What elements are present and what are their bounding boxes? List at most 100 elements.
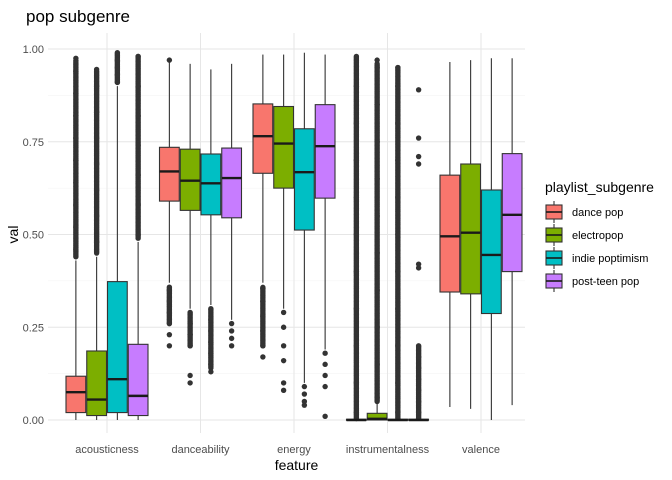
legend-label: post-teen pop xyxy=(572,276,639,288)
box-indie-poptimism-danceability xyxy=(200,69,222,375)
y-tick-label: 0.75 xyxy=(23,137,44,149)
outlier-point xyxy=(260,285,266,291)
y-axis-title: val xyxy=(5,226,21,244)
box-electropop-acousticness xyxy=(86,66,108,420)
outlier-point xyxy=(415,261,422,267)
legend-label: electropop xyxy=(572,230,623,242)
outlier-point xyxy=(93,66,100,73)
box-indie-poptimism-valence xyxy=(480,58,502,420)
outlier-point xyxy=(73,135,79,141)
box-dance-pop-acousticness xyxy=(65,55,87,420)
legend-title: playlist_subgenre xyxy=(545,179,654,195)
y-tick-label: 1.00 xyxy=(23,44,44,56)
outlier-point xyxy=(415,265,422,271)
outlier-point xyxy=(353,380,360,386)
x-axis-title: feature xyxy=(275,457,319,473)
outlier-point xyxy=(208,361,214,368)
outlier-point xyxy=(114,72,121,78)
outlier-point xyxy=(353,306,360,312)
outlier-point xyxy=(208,350,214,356)
box-indie-poptimism-energy xyxy=(293,52,315,408)
outlier-point xyxy=(353,194,360,201)
outlier-point xyxy=(374,61,380,67)
outlier-point xyxy=(135,202,141,208)
box-dance-pop-danceability xyxy=(158,57,180,349)
box-iqr xyxy=(273,105,295,189)
outlier-point xyxy=(280,357,287,364)
outlier-point xyxy=(166,320,173,327)
outlier-point xyxy=(208,339,214,345)
y-tick-label: 0.25 xyxy=(23,322,44,334)
outlier-point xyxy=(187,380,193,386)
legend-item: post-teen pop xyxy=(545,270,639,292)
outlier-point xyxy=(395,157,401,163)
outlier-point xyxy=(280,387,287,394)
outlier-point xyxy=(208,306,214,312)
outlier-point xyxy=(395,120,401,126)
outlier-point xyxy=(280,309,287,316)
x-tick-label: energy xyxy=(277,444,311,456)
outlier-point xyxy=(395,83,401,89)
outlier-point xyxy=(353,268,360,275)
outlier-point xyxy=(187,309,193,316)
outlier-point xyxy=(73,90,79,97)
outlier-point xyxy=(228,320,235,327)
box-electropop-energy xyxy=(273,54,295,394)
outlier-point xyxy=(415,343,422,349)
y-tick-labels: 0.00 0.25 0.50 0.75 1.00 xyxy=(23,44,44,427)
legend-items: dance pop electropop indie poptimism post-t… xyxy=(545,201,648,292)
outlier-point xyxy=(166,298,173,304)
outlier-point xyxy=(395,409,401,416)
outlier-point xyxy=(73,202,79,208)
box-iqr xyxy=(127,343,149,417)
outlier-point xyxy=(374,101,380,108)
box-iqr xyxy=(293,128,315,231)
outlier-point xyxy=(395,64,401,71)
box-iqr xyxy=(314,104,336,199)
outlier-point xyxy=(415,354,422,360)
box-iqr xyxy=(158,146,180,202)
outlier-point xyxy=(260,354,266,360)
outlier-point xyxy=(415,161,422,167)
outlier-point xyxy=(322,383,328,390)
outlier-point xyxy=(114,57,121,63)
box-iqr xyxy=(460,163,482,295)
boxes xyxy=(65,50,523,422)
outlier-point xyxy=(415,87,422,93)
outlier-point xyxy=(114,79,121,86)
outlier-point xyxy=(395,194,401,201)
outlier-point xyxy=(135,53,141,60)
outlier-point xyxy=(374,361,380,368)
outlier-point xyxy=(415,387,422,394)
outlier-point xyxy=(228,328,235,334)
outlier-point xyxy=(135,231,141,238)
box-post-teen-pop-acousticness xyxy=(127,53,149,420)
outlier-point xyxy=(353,343,360,349)
box-post-teen-pop-danceability xyxy=(221,63,243,349)
outlier-point xyxy=(73,246,79,253)
outlier-point xyxy=(395,306,401,312)
outlier-point xyxy=(73,179,79,186)
outlier-point xyxy=(353,120,360,126)
box-electropop-instrumentalness xyxy=(366,57,388,421)
outlier-point xyxy=(415,398,422,405)
x-tick-label: instrumentalness xyxy=(346,444,430,456)
outlier-point xyxy=(93,213,100,219)
outlier-point xyxy=(208,317,214,323)
outlier-point xyxy=(322,350,328,356)
outlier-point xyxy=(374,324,380,330)
box-iqr xyxy=(106,281,128,414)
outlier-point xyxy=(374,139,380,145)
x-tick-label: acousticness xyxy=(75,444,139,456)
outlier-point xyxy=(260,313,266,319)
chart-title: pop subgenre xyxy=(26,7,130,26)
outlier-point xyxy=(228,335,235,342)
outlier-point xyxy=(415,135,422,141)
outlier-point xyxy=(374,213,380,219)
outlier-point xyxy=(73,113,79,119)
outlier-point xyxy=(187,320,193,327)
legend-label: dance pop xyxy=(572,207,623,219)
outlier-point xyxy=(135,142,141,149)
outlier-point xyxy=(374,176,380,182)
